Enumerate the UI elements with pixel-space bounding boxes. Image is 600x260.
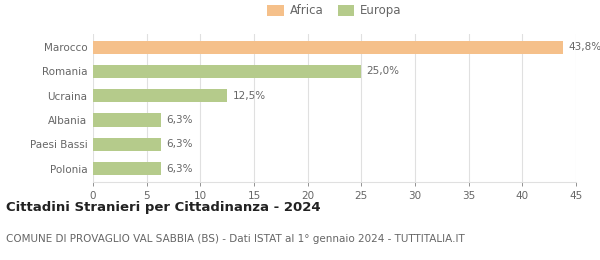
- Text: 6,3%: 6,3%: [166, 115, 193, 125]
- Text: 43,8%: 43,8%: [568, 42, 600, 52]
- Text: COMUNE DI PROVAGLIO VAL SABBIA (BS) - Dati ISTAT al 1° gennaio 2024 - TUTTITALIA: COMUNE DI PROVAGLIO VAL SABBIA (BS) - Da…: [6, 235, 465, 244]
- Bar: [93, 113, 161, 127]
- Bar: [93, 65, 361, 78]
- Bar: [93, 138, 161, 151]
- Legend: Africa, Europa: Africa, Europa: [263, 0, 406, 22]
- Bar: [93, 162, 161, 175]
- Text: 12,5%: 12,5%: [233, 91, 266, 101]
- Text: 6,3%: 6,3%: [166, 164, 193, 174]
- Bar: [93, 41, 563, 54]
- Text: 6,3%: 6,3%: [166, 139, 193, 149]
- Text: Cittadini Stranieri per Cittadinanza - 2024: Cittadini Stranieri per Cittadinanza - 2…: [6, 202, 320, 214]
- Bar: [93, 89, 227, 102]
- Text: 25,0%: 25,0%: [367, 67, 400, 76]
